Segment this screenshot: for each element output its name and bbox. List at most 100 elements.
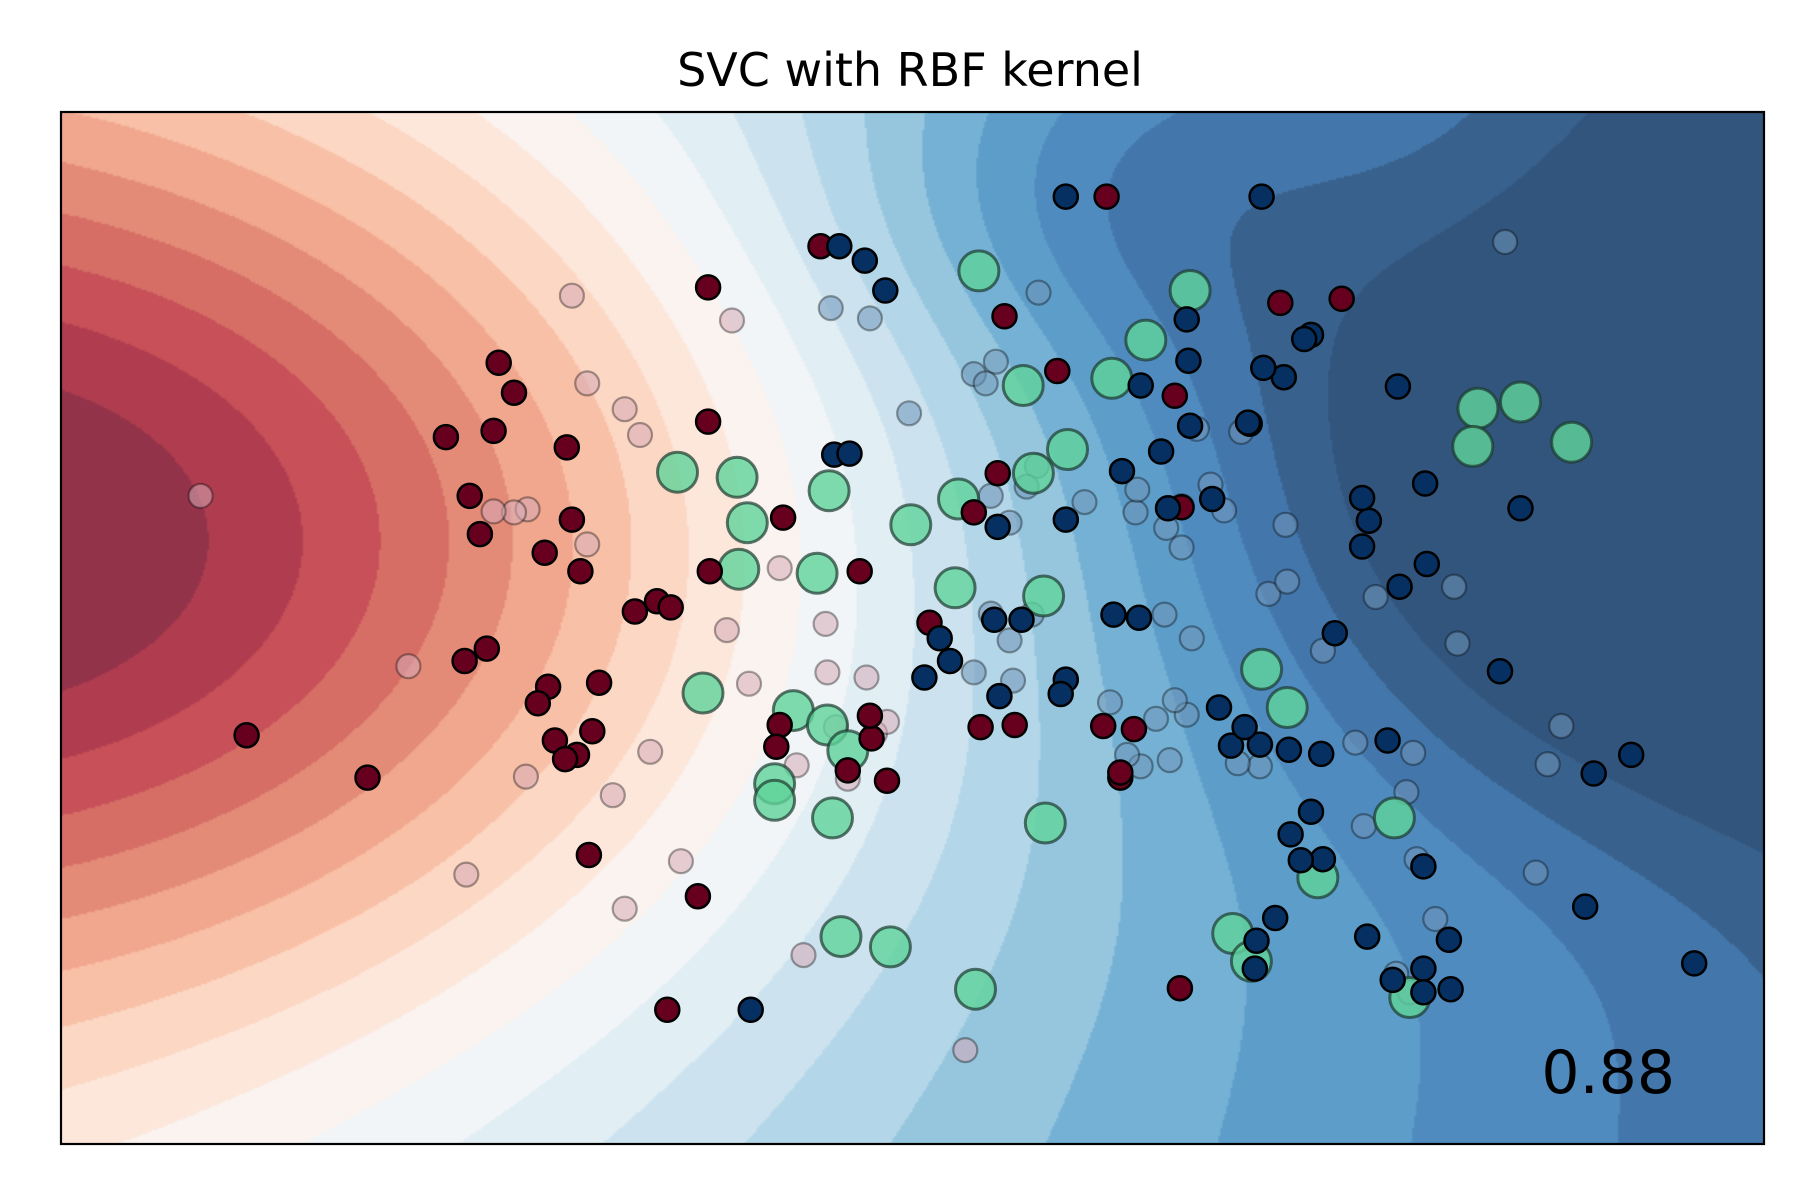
train-point-red xyxy=(766,711,793,739)
test-point-blue xyxy=(817,295,844,322)
train-point-red xyxy=(585,669,613,696)
train-point-red xyxy=(456,482,483,510)
test-point-blue xyxy=(1400,739,1427,767)
train-point-red xyxy=(473,635,501,662)
support-vector-ring xyxy=(717,547,761,591)
test-point-red xyxy=(812,610,839,638)
train-point-blue xyxy=(926,625,953,652)
train-point-blue xyxy=(872,277,899,304)
train-point-red xyxy=(991,303,1018,330)
train-point-red xyxy=(763,733,790,760)
test-point-blue xyxy=(1422,905,1449,933)
support-vector-ring xyxy=(868,925,912,969)
train-point-blue xyxy=(1173,306,1200,333)
train-point-red xyxy=(451,647,478,675)
train-point-blue xyxy=(1248,183,1275,210)
train-point-blue xyxy=(1437,975,1464,1003)
train-point-red xyxy=(873,767,901,794)
train-point-blue xyxy=(1261,904,1289,932)
train-point-red xyxy=(1044,357,1071,385)
train-point-red xyxy=(984,459,1011,487)
test-point-blue xyxy=(1342,729,1369,756)
support-vector-ring xyxy=(1240,647,1284,691)
test-point-blue xyxy=(1522,859,1549,886)
train-point-red xyxy=(354,764,381,791)
test-point-red xyxy=(713,616,741,644)
train-point-blue xyxy=(1384,373,1412,400)
train-point-blue xyxy=(1410,955,1437,982)
train-point-blue xyxy=(1413,550,1441,578)
test-point-red xyxy=(766,554,793,582)
test-point-blue xyxy=(856,305,884,332)
test-point-blue xyxy=(1071,489,1098,516)
train-point-blue xyxy=(1154,495,1182,522)
train-point-blue xyxy=(1217,732,1245,759)
test-point-blue xyxy=(1491,228,1519,256)
chart-title: SVC with RBF kernel xyxy=(677,43,1143,97)
test-point-blue xyxy=(1246,753,1274,780)
test-point-red xyxy=(574,370,601,397)
train-point-blue xyxy=(1580,760,1607,787)
train-point-blue xyxy=(1250,354,1277,382)
train-point-red xyxy=(233,722,260,749)
support-vector-ring xyxy=(1499,380,1542,424)
train-point-blue xyxy=(1507,495,1534,522)
support-vector-ring xyxy=(1023,801,1067,845)
train-point-blue xyxy=(1241,955,1269,982)
train-point-red xyxy=(694,408,722,435)
train-point-blue xyxy=(1617,741,1645,769)
train-point-red xyxy=(1328,285,1355,313)
test-point-blue xyxy=(1272,511,1299,538)
scatter-marks xyxy=(187,183,1708,1064)
train-point-red xyxy=(684,883,712,910)
test-point-blue xyxy=(1350,812,1377,840)
test-point-blue xyxy=(1178,625,1205,652)
train-point-red xyxy=(858,725,885,752)
test-point-blue xyxy=(1025,279,1052,306)
train-point-red xyxy=(480,417,507,445)
test-point-red xyxy=(574,531,601,558)
test-point-blue xyxy=(1151,601,1178,628)
support-vector-ring xyxy=(1456,386,1500,430)
support-vector-ring xyxy=(933,566,977,610)
test-point-red xyxy=(599,782,626,809)
train-point-red xyxy=(856,702,884,729)
train-point-red xyxy=(1089,712,1117,740)
test-point-red xyxy=(790,941,817,969)
test-point-blue xyxy=(1255,580,1282,608)
train-point-blue xyxy=(1379,966,1406,994)
test-point-blue xyxy=(1142,705,1170,732)
train-point-red xyxy=(621,598,649,625)
train-point-blue xyxy=(1348,533,1376,560)
train-point-blue xyxy=(1176,412,1204,439)
train-point-blue xyxy=(1297,798,1325,825)
train-point-blue xyxy=(1290,325,1318,353)
test-point-blue xyxy=(972,370,999,397)
support-vector-ring xyxy=(954,967,997,1011)
test-point-red xyxy=(853,664,880,691)
support-vector-ring xyxy=(753,778,797,822)
train-point-red xyxy=(654,996,681,1024)
train-point-blue xyxy=(1198,485,1226,513)
support-vector-ring xyxy=(1022,574,1066,618)
train-point-blue xyxy=(851,247,879,274)
train-point-red xyxy=(846,557,873,585)
train-point-blue xyxy=(1127,372,1154,399)
train-point-blue xyxy=(1243,927,1270,954)
test-point-blue xyxy=(960,659,987,686)
train-point-blue xyxy=(1348,484,1376,512)
plot-area xyxy=(61,112,1764,1144)
support-vector-ring xyxy=(1550,420,1594,464)
test-point-blue xyxy=(1274,568,1301,595)
test-point-red xyxy=(626,421,654,449)
train-point-blue xyxy=(1411,470,1439,497)
support-vector-ring xyxy=(1011,451,1055,495)
test-point-red xyxy=(611,895,638,922)
train-point-blue xyxy=(1309,845,1337,873)
test-point-blue xyxy=(1548,712,1575,740)
train-point-red xyxy=(500,379,528,406)
train-point-blue xyxy=(1147,438,1175,465)
support-vector-ring xyxy=(1372,796,1416,840)
support-vector-ring xyxy=(1168,269,1212,312)
train-point-blue xyxy=(1307,740,1335,768)
